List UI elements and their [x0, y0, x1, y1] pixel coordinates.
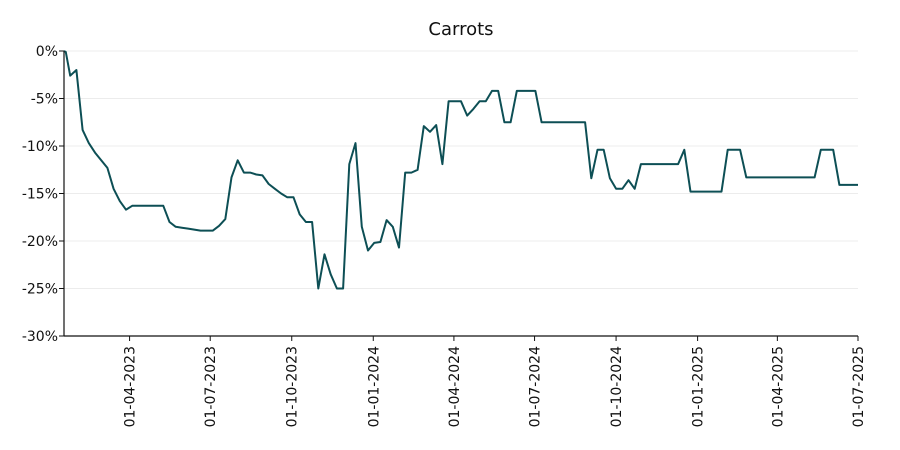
y-tick-label: -25%: [22, 282, 58, 298]
y-axis: 0% -5% -10% -15% -20% -25% -30%: [22, 44, 64, 345]
y-tick-label: 0%: [36, 44, 58, 60]
x-axis: 01-04-2023 01-07-2023 01-10-2023 01-01-2024…: [123, 336, 867, 427]
y-tick-label: -10%: [22, 139, 58, 155]
y-tick-label: -5%: [31, 92, 58, 108]
x-tick-label: 01-10-2024: [609, 346, 625, 427]
x-tick-label: 01-10-2023: [285, 346, 301, 427]
x-tick-label: 01-04-2024: [447, 346, 463, 427]
x-tick-label: 01-01-2025: [691, 346, 707, 427]
series-line: [63, 50, 858, 290]
x-tick-label: 01-07-2025: [851, 346, 867, 427]
grid-lines: [64, 50, 858, 289]
chart-title: Carrots: [428, 19, 493, 40]
y-tick-label: -30%: [22, 329, 58, 345]
x-tick-label: 01-07-2023: [203, 346, 219, 427]
x-tick-label: 01-01-2024: [366, 346, 382, 427]
y-tick-label: -15%: [22, 187, 58, 203]
series-layer: [63, 50, 858, 290]
x-tick-label: 01-04-2023: [123, 346, 139, 427]
x-tick-label: 01-04-2025: [770, 346, 786, 427]
x-tick-label: 01-07-2024: [528, 346, 544, 427]
y-tick-label: -20%: [22, 234, 58, 250]
